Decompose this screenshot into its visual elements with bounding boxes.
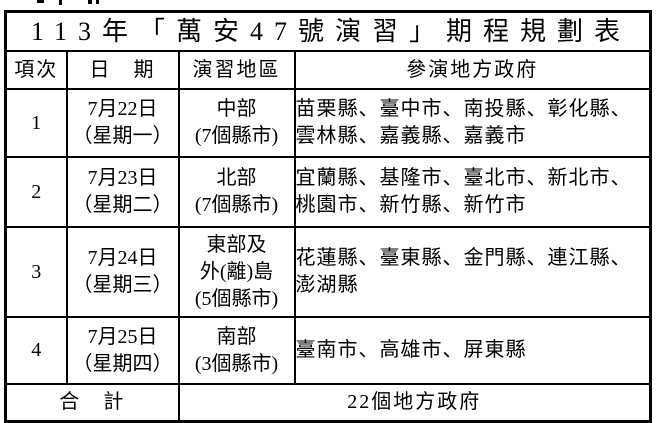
governments-cell: 臺南市、高雄市、屏東縣 <box>293 316 652 385</box>
region-cell: 中部 (7個縣市) <box>177 88 296 158</box>
table-footer-row: 合 計 22個地方政府 <box>4 383 652 423</box>
clipped-text-fragment <box>88 0 92 4</box>
table-row: 1 7月22日 （星期一） 中部 (7個縣市) 苗栗縣、臺中市、南投縣、彰化縣、… <box>4 88 652 158</box>
date-cell: 7月25日 （星期四） <box>65 316 180 385</box>
clipped-text-fragment <box>59 0 62 5</box>
table-title-row: 113年「萬安47號演習」期程規劃表 <box>4 10 652 52</box>
table-row: 3 7月24日 （星期三） 東部及 外(離)島 (5個縣市) 花蓮縣、臺東縣、金… <box>4 226 652 318</box>
col-header-region: 演習地區 <box>177 50 296 90</box>
region-cell: 東部及 外(離)島 (5個縣市) <box>177 226 296 318</box>
col-header-governments: 參演地方政府 <box>293 50 652 90</box>
table-row: 4 7月25日 （星期四） 南部 (3個縣市) 臺南市、高雄市、屏東縣 <box>4 316 652 385</box>
total-value: 22個地方政府 <box>177 383 652 423</box>
table-title: 113年「萬安47號演習」期程規劃表 <box>4 10 652 52</box>
col-header-item: 項次 <box>4 50 68 90</box>
exercise-schedule-table: 113年「萬安47號演習」期程規劃表 項次 日 期 演習地區 參演地方政府 1 … <box>4 10 652 423</box>
clipped-text-fragment <box>37 0 44 3</box>
col-header-date: 日 期 <box>65 50 180 90</box>
table-row: 2 7月23日 （星期二） 北部 (7個縣市) 宜蘭縣、基隆市、臺北市、新北市、… <box>4 156 652 228</box>
region-cell: 南部 (3個縣市) <box>177 316 296 385</box>
date-cell: 7月24日 （星期三） <box>65 226 180 318</box>
item-number: 4 <box>4 316 68 385</box>
governments-cell: 苗栗縣、臺中市、南投縣、彰化縣、 雲林縣、嘉義縣、嘉義市 <box>293 88 652 158</box>
table-header-row: 項次 日 期 演習地區 參演地方政府 <box>4 50 652 90</box>
clipped-text-fragment <box>96 0 99 4</box>
total-label: 合 計 <box>4 383 180 423</box>
item-number: 1 <box>4 88 68 158</box>
date-cell: 7月23日 （星期二） <box>65 156 180 228</box>
date-cell: 7月22日 （星期一） <box>65 88 180 158</box>
governments-cell: 花蓮縣、臺東縣、金門縣、連江縣、 澎湖縣 <box>293 226 652 318</box>
region-cell: 北部 (7個縣市) <box>177 156 296 228</box>
governments-cell: 宜蘭縣、基隆市、臺北市、新北市、 桃園市、新竹縣、新竹市 <box>293 156 652 228</box>
item-number: 3 <box>4 226 68 318</box>
page: { "table": { "title": "113年「萬安47號演習」期程規劃… <box>4 0 652 423</box>
item-number: 2 <box>4 156 68 228</box>
